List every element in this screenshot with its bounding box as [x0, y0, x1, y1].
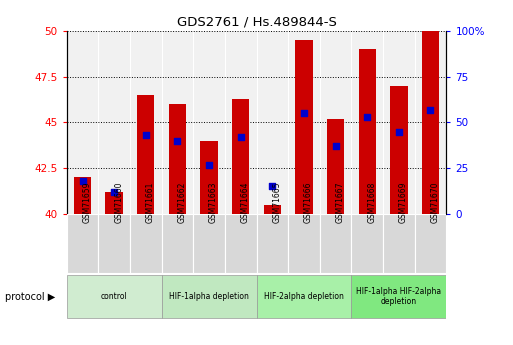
Bar — [390, 86, 407, 214]
Point — [173, 138, 182, 144]
Bar — [225, 214, 256, 273]
Text: GSM71661: GSM71661 — [146, 181, 155, 223]
Bar — [383, 214, 415, 273]
Text: GSM71664: GSM71664 — [241, 181, 250, 223]
Bar — [383, 31, 415, 214]
Text: GSM71667: GSM71667 — [336, 181, 345, 223]
Bar — [351, 214, 383, 273]
Bar — [130, 214, 162, 273]
Text: GSM71662: GSM71662 — [177, 181, 186, 223]
Bar — [193, 214, 225, 273]
Text: protocol ▶: protocol ▶ — [5, 292, 55, 302]
Bar — [162, 31, 193, 214]
Text: GSM71665: GSM71665 — [272, 181, 281, 223]
Bar — [98, 31, 130, 214]
Text: control: control — [101, 292, 128, 301]
Bar — [98, 214, 130, 273]
Point — [300, 110, 308, 116]
Bar — [74, 177, 91, 214]
Text: GSM71669: GSM71669 — [399, 181, 408, 223]
Point — [363, 114, 371, 120]
Legend: count, percentile rank within the sample: count, percentile rank within the sample — [56, 344, 245, 345]
Bar — [359, 49, 376, 214]
Bar — [351, 31, 383, 214]
Text: HIF-1alpha depletion: HIF-1alpha depletion — [169, 292, 249, 301]
Bar — [327, 119, 344, 214]
Text: GSM71670: GSM71670 — [430, 181, 440, 223]
Bar — [169, 104, 186, 214]
Bar — [256, 275, 351, 318]
Bar — [351, 275, 446, 318]
Text: GSM71668: GSM71668 — [367, 181, 376, 223]
Text: GSM71660: GSM71660 — [114, 181, 123, 223]
Bar — [67, 214, 98, 273]
Bar — [415, 31, 446, 214]
Bar — [256, 214, 288, 273]
Bar — [67, 275, 162, 318]
Bar — [162, 214, 193, 273]
Bar — [288, 214, 320, 273]
Title: GDS2761 / Hs.489844-S: GDS2761 / Hs.489844-S — [176, 16, 337, 29]
Bar — [264, 205, 281, 214]
Point — [78, 178, 87, 184]
Bar — [320, 214, 351, 273]
Point — [268, 184, 277, 189]
Bar — [137, 95, 154, 214]
Bar — [256, 31, 288, 214]
Bar — [320, 31, 351, 214]
Bar — [193, 31, 225, 214]
Text: HIF-2alpha depletion: HIF-2alpha depletion — [264, 292, 344, 301]
Bar — [201, 141, 218, 214]
Bar — [225, 31, 256, 214]
Point — [110, 189, 118, 195]
Point — [331, 144, 340, 149]
Point — [236, 134, 245, 140]
Text: HIF-1alpha HIF-2alpha
depletion: HIF-1alpha HIF-2alpha depletion — [357, 287, 441, 306]
Bar — [106, 192, 123, 214]
Text: GSM71663: GSM71663 — [209, 181, 218, 223]
Bar — [130, 31, 162, 214]
Point — [394, 129, 403, 134]
Bar — [232, 99, 249, 214]
Text: GSM71659: GSM71659 — [83, 181, 91, 223]
Point — [205, 162, 213, 167]
Point — [426, 107, 435, 112]
Bar — [295, 40, 312, 214]
Point — [142, 132, 150, 138]
Bar — [67, 31, 98, 214]
Bar — [422, 31, 439, 214]
Text: GSM71666: GSM71666 — [304, 181, 313, 223]
Bar — [162, 275, 256, 318]
Bar — [288, 31, 320, 214]
Bar — [415, 214, 446, 273]
